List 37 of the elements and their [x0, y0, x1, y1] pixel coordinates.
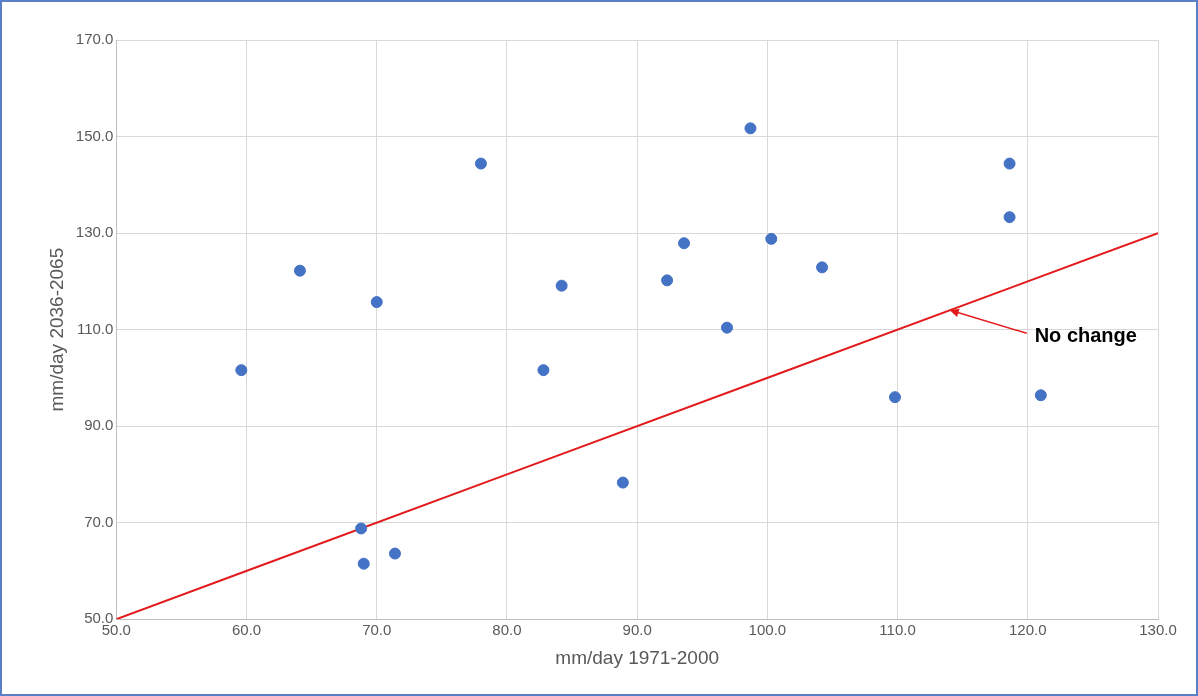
point [744, 122, 757, 135]
point [765, 232, 778, 245]
point [616, 476, 629, 489]
y-tick-label: 170.0 [75, 30, 114, 48]
x-tick-label: 120.0 [1009, 621, 1047, 639]
x-tick-label: 60.0 [231, 621, 262, 639]
y-tick-label: 90.0 [84, 416, 114, 434]
y-tick-label: 110.0 [76, 319, 114, 337]
y-tick-label: 130.0 [75, 223, 114, 241]
point [888, 391, 901, 404]
point [537, 364, 550, 377]
point [661, 274, 674, 287]
x-tick-label: 70.0 [362, 621, 392, 639]
point [370, 296, 383, 309]
x-tick-label: 80.0 [492, 621, 522, 639]
point [293, 264, 306, 277]
point [355, 522, 368, 535]
point [474, 157, 487, 170]
point [357, 557, 370, 570]
x-tick-label: 130.0 [1139, 621, 1177, 639]
point [555, 279, 568, 292]
y-axis-title: mm/day 2036-2065 [45, 247, 67, 412]
x-tick-label: 100.0 [748, 621, 787, 639]
point [1003, 211, 1016, 224]
point [816, 261, 829, 274]
point [678, 237, 691, 250]
y-tick-label: 150.0 [75, 126, 114, 144]
y-tick-label: 70.0 [84, 512, 114, 530]
annotation: No change [1034, 323, 1137, 346]
x-axis-title: mm/day 1971-2000 [555, 646, 720, 668]
point [1003, 157, 1016, 170]
point [235, 364, 248, 377]
point [1034, 389, 1047, 402]
x-tick-label: 90.0 [622, 621, 652, 639]
point [388, 547, 401, 560]
point [721, 321, 734, 334]
x-tick-label: 110.0 [879, 621, 916, 639]
